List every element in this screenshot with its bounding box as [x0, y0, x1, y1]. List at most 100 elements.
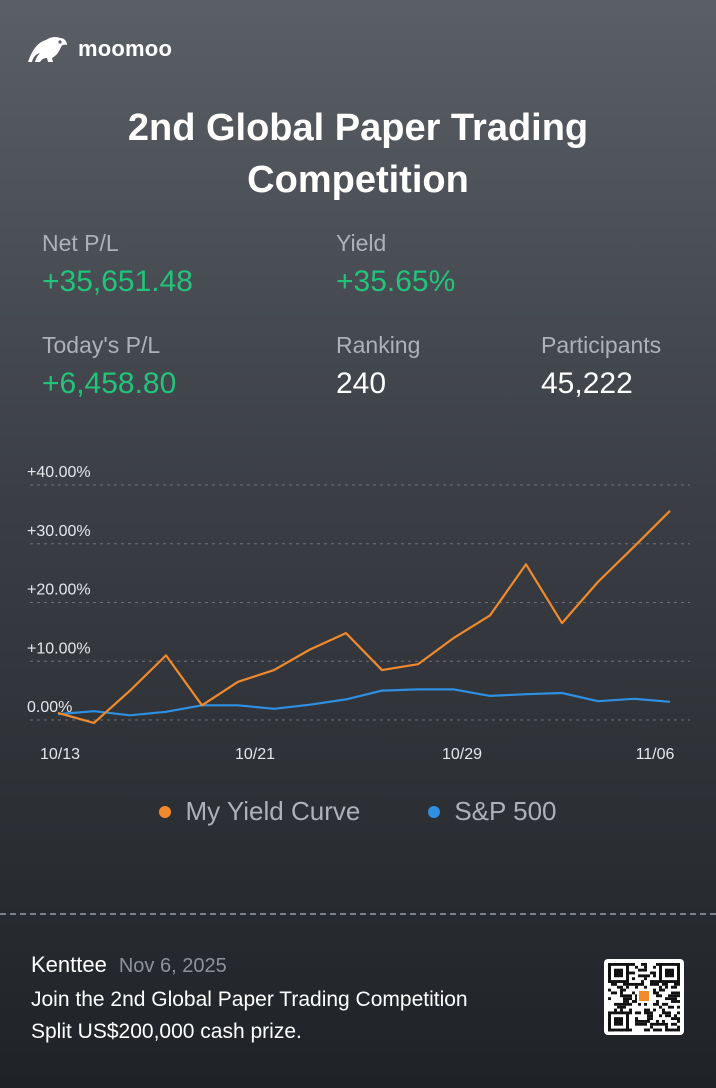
qr-module [653, 1028, 656, 1032]
qr-module [644, 1028, 647, 1032]
qr-module [623, 997, 626, 1001]
qr-module [629, 963, 632, 966]
qr-module [617, 1005, 620, 1009]
qr-code-icon[interactable] [604, 959, 684, 1035]
qr-module [635, 994, 638, 998]
qr-module [638, 982, 641, 986]
qr-module [608, 997, 611, 1001]
qr-module [644, 1002, 647, 1006]
stat-yield: Yield +35.65% [336, 228, 455, 302]
title-line-1: 2nd Global Paper Trading [127, 107, 589, 149]
todays-pl-label: Today's P/L [42, 332, 161, 358]
qr-module [677, 1017, 680, 1020]
qr-module [641, 968, 644, 972]
qr-module [665, 1011, 668, 1015]
qr-module [644, 977, 647, 981]
qr-module [647, 1008, 650, 1012]
qr-module [668, 1011, 671, 1015]
qr-module [671, 1005, 674, 1009]
qr-module [620, 994, 623, 998]
qr-module [656, 994, 659, 998]
legend-dot-blue [428, 805, 441, 818]
qr-module [635, 965, 638, 969]
stat-todays-pl: Today's P/L +6,458.80 [42, 330, 176, 404]
qr-module [653, 1022, 656, 1026]
qr-module [611, 982, 614, 986]
qr-module [644, 1011, 647, 1015]
qr-module [650, 982, 653, 986]
qr-module [662, 1002, 665, 1006]
qr-module [644, 985, 647, 989]
qr-module [641, 982, 644, 986]
qr-module [647, 1020, 650, 1023]
qr-module [647, 1017, 650, 1020]
qr-module [653, 974, 656, 978]
qr-module [671, 994, 674, 998]
qr-module [611, 991, 614, 995]
qr-module [644, 968, 647, 972]
chart-legend: My Yield Curve S&P 500 [0, 796, 716, 827]
qr-module [644, 963, 647, 966]
legend-dot-orange [159, 805, 172, 818]
qr-module [614, 982, 617, 986]
qr-finder-inner [614, 1017, 623, 1026]
qr-module [632, 991, 635, 995]
stat-participants: Participants 45,222 [541, 330, 661, 404]
promo-line-2: Split US$200,000 cash prize. [31, 1020, 302, 1043]
qr-module [656, 1028, 659, 1032]
qr-module [656, 1000, 659, 1003]
qr-module [650, 1017, 653, 1020]
qr-module [659, 1022, 662, 1026]
qr-module [629, 997, 632, 1001]
legend-label-my-yield: My Yield Curve [185, 796, 361, 826]
qr-module [629, 1028, 632, 1032]
qr-module [653, 1008, 656, 1012]
qr-code-graphic [608, 963, 680, 1032]
qr-module [677, 991, 680, 995]
qr-module [614, 1008, 617, 1012]
qr-module [632, 971, 635, 975]
qr-module [659, 994, 662, 998]
promo-line-1: Join the 2nd Global Paper Trading Compet… [31, 988, 468, 1011]
qr-module [668, 1028, 671, 1032]
qr-module [638, 968, 641, 972]
y-tick-label: 0.00% [27, 699, 72, 716]
qr-module [665, 1002, 668, 1006]
qr-module [635, 1011, 638, 1015]
qr-module [662, 982, 665, 986]
qr-module [653, 1002, 656, 1006]
series-line-my-yield-curve [57, 510, 671, 724]
qr-module [674, 997, 677, 1001]
qr-module [638, 1002, 641, 1006]
qr-module [626, 1002, 629, 1006]
brand-name: moomoo [78, 36, 173, 61]
legend-sp500: S&P 500 [428, 796, 557, 827]
qr-module [662, 1022, 665, 1026]
qr-module [647, 1011, 650, 1015]
qr-module [662, 988, 665, 992]
footer: Kenttee Nov 6, 2025 Join the 2nd Global … [31, 952, 468, 1048]
y-tick-label: +20.00% [27, 582, 91, 599]
legend-my-yield-curve: My Yield Curve [159, 796, 360, 827]
qr-module [653, 965, 656, 969]
qr-module [653, 971, 656, 975]
qr-module [635, 997, 638, 1001]
stat-ranking: Ranking 240 [336, 330, 420, 404]
qr-module [671, 991, 674, 995]
qr-module [677, 1005, 680, 1009]
qr-module [638, 1020, 641, 1023]
qr-module [620, 1008, 623, 1012]
qr-module [617, 985, 620, 989]
qr-module [656, 982, 659, 986]
qr-module [677, 1011, 680, 1015]
qr-module [671, 1017, 674, 1020]
qr-module [671, 997, 674, 1001]
qr-module [656, 963, 659, 966]
qr-module [659, 988, 662, 992]
qr-module [674, 1014, 677, 1018]
x-tick-label: 10/13 [40, 746, 80, 763]
qr-module [617, 1002, 620, 1006]
qr-module [644, 965, 647, 969]
qr-module [629, 982, 632, 986]
qr-module [623, 1005, 626, 1009]
